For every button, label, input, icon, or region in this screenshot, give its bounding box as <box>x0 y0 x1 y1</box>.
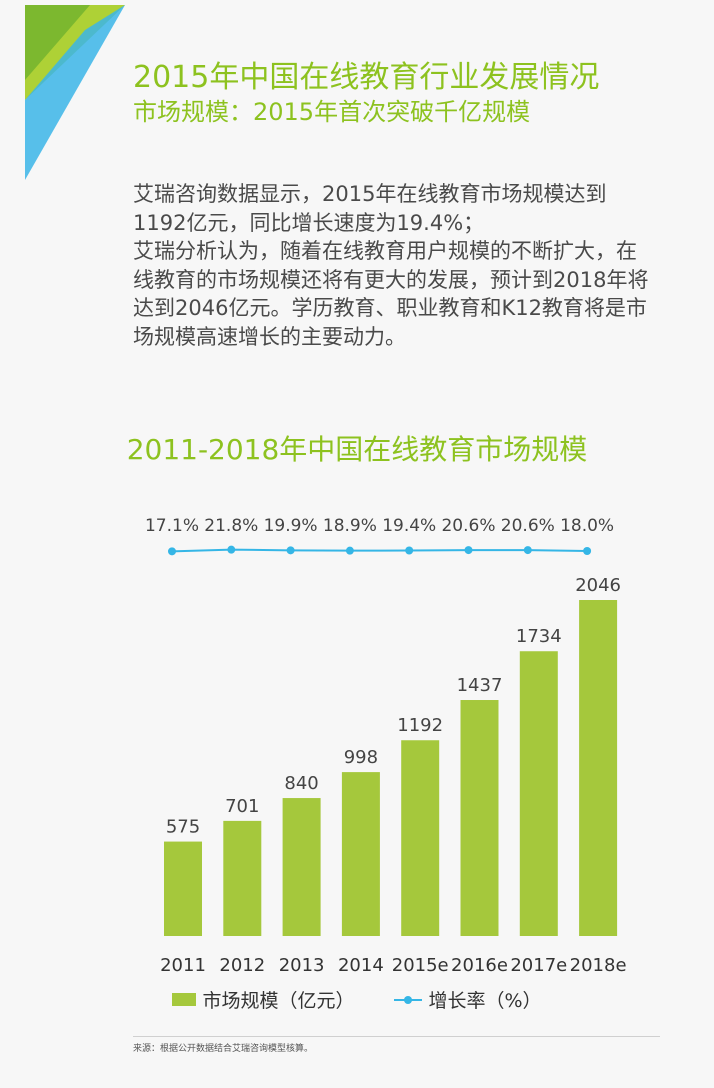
page-subtitle: 市场规模：2015年首次突破千亿规模 <box>133 98 531 126</box>
page-title: 2015年中国在线教育行业发展情况 <box>133 60 600 95</box>
growth-rate-label: 21.8% <box>204 516 258 536</box>
x-tick-label: 2018e <box>570 955 627 976</box>
x-tick-label: 2012 <box>219 955 265 976</box>
corner-triangle-dark <box>25 5 90 80</box>
growth-rate-point <box>583 547 592 555</box>
corner-triangle-blue <box>25 5 125 180</box>
bar <box>282 798 321 936</box>
growth-rate-label: 18.9% <box>323 516 377 536</box>
bar-value-label: 2046 <box>575 575 621 596</box>
body-paragraph-1: 艾瑞咨询数据显示，2015年在线教育市场规模达到1192亿元，同比增长速度为19… <box>133 182 607 235</box>
body-text: 艾瑞咨询数据显示，2015年在线教育市场规模达到1192亿元，同比增长速度为19… <box>133 180 653 351</box>
bar-value-label: 1192 <box>397 715 443 736</box>
growth-rate-point <box>523 546 532 555</box>
growth-rate-point <box>168 547 176 556</box>
growth-rate-label: 18.0% <box>560 516 614 536</box>
bar-value-label: 701 <box>225 796 259 817</box>
footer-divider <box>133 1036 660 1037</box>
growth-rate-line <box>171 548 588 553</box>
growth-rate-label: 19.9% <box>264 516 318 536</box>
growth-rate-point <box>464 546 473 555</box>
x-tick-label: 2016e <box>451 955 508 976</box>
legend-bar-swatch <box>172 993 197 1006</box>
legend-bar-label: 市场规模（亿元） <box>202 990 355 1012</box>
chart-legend: 市场规模（亿元） 增长率（%） <box>0 986 714 1013</box>
bar-value-label: 998 <box>344 747 378 768</box>
growth-rate-label: 20.6% <box>501 516 555 536</box>
bar-value-label: 575 <box>166 817 200 838</box>
corner-decoration <box>25 5 125 180</box>
x-tick-label: 2014 <box>338 955 384 976</box>
growth-rate-point <box>227 545 236 554</box>
x-tick-label: 2011 <box>160 955 206 976</box>
bar <box>401 740 440 936</box>
growth-rate-point <box>405 546 414 555</box>
bar <box>460 700 499 936</box>
growth-rate-label: 20.6% <box>441 516 495 536</box>
bar <box>579 600 618 936</box>
x-tick-label: 2017e <box>510 955 567 976</box>
x-tick-label: 2015e <box>392 955 449 976</box>
legend-line-label: 增长率（%） <box>428 990 542 1012</box>
growth-rate-point <box>345 546 354 555</box>
bar-value-label: 1437 <box>457 675 503 696</box>
bar <box>223 820 262 936</box>
chart-title: 2011-2018年中国在线教育市场规模 <box>126 433 588 466</box>
x-tick-label: 2013 <box>279 955 325 976</box>
growth-rate-label: 17.1% <box>145 516 199 536</box>
growth-rate-label: 19.4% <box>382 516 436 536</box>
legend-item-bar: 市场规模（亿元） <box>172 986 354 1013</box>
bar-value-label: 840 <box>284 773 318 794</box>
bar <box>341 772 380 936</box>
growth-rate-point <box>286 546 295 555</box>
body-paragraph-2: 艾瑞分析认为，随着在线教育用户规模的不断扩大，在线教育的市场规模还将有更大的发展… <box>133 239 649 349</box>
legend-item-line: 增长率（%） <box>394 986 542 1013</box>
bar-value-label: 1734 <box>516 626 562 647</box>
legend-line-swatch <box>394 993 423 1006</box>
bar <box>519 651 558 936</box>
bar <box>164 841 202 936</box>
source-note: 来源：根据公开数据结合艾瑞咨询模型核算。 <box>133 1044 314 1054</box>
